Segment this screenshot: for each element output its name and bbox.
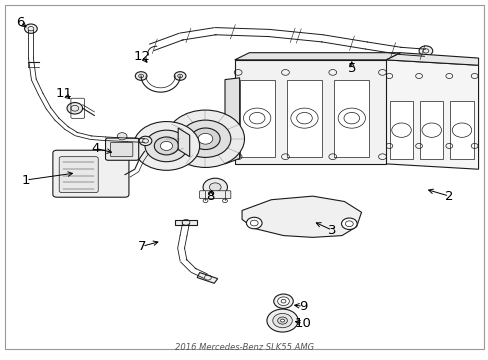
Circle shape xyxy=(246,217,262,229)
Polygon shape xyxy=(234,60,385,164)
Circle shape xyxy=(180,120,230,157)
Circle shape xyxy=(418,46,432,56)
Text: 2: 2 xyxy=(444,190,452,203)
Circle shape xyxy=(198,134,212,144)
Circle shape xyxy=(67,103,82,114)
Polygon shape xyxy=(242,196,361,237)
Circle shape xyxy=(266,309,298,332)
Polygon shape xyxy=(419,101,443,159)
FancyBboxPatch shape xyxy=(59,157,98,193)
Circle shape xyxy=(277,297,289,306)
Polygon shape xyxy=(385,53,478,65)
Circle shape xyxy=(154,137,178,155)
Circle shape xyxy=(135,72,147,80)
Polygon shape xyxy=(234,53,400,60)
Text: 8: 8 xyxy=(206,190,214,203)
Text: 1: 1 xyxy=(22,174,30,186)
Polygon shape xyxy=(224,78,239,164)
Polygon shape xyxy=(239,80,274,157)
Text: 3: 3 xyxy=(327,224,336,237)
Circle shape xyxy=(160,141,172,150)
Text: 10: 10 xyxy=(294,317,311,330)
Text: 6: 6 xyxy=(16,16,24,29)
Polygon shape xyxy=(175,220,196,225)
Circle shape xyxy=(277,317,287,324)
Polygon shape xyxy=(385,60,478,169)
Text: 5: 5 xyxy=(347,62,355,75)
Polygon shape xyxy=(389,101,412,159)
Polygon shape xyxy=(449,101,473,159)
Circle shape xyxy=(117,133,127,140)
Circle shape xyxy=(272,314,292,328)
Polygon shape xyxy=(333,80,368,157)
Circle shape xyxy=(174,72,185,80)
Text: 7: 7 xyxy=(138,240,146,253)
Circle shape xyxy=(24,24,37,33)
Text: 9: 9 xyxy=(298,300,306,313)
Circle shape xyxy=(341,218,356,229)
FancyBboxPatch shape xyxy=(53,150,129,197)
Circle shape xyxy=(190,128,220,149)
FancyBboxPatch shape xyxy=(199,191,230,199)
FancyBboxPatch shape xyxy=(110,142,133,157)
Text: 4: 4 xyxy=(91,142,100,155)
Circle shape xyxy=(209,183,221,192)
Circle shape xyxy=(280,319,284,322)
Circle shape xyxy=(133,122,199,170)
Circle shape xyxy=(145,130,187,162)
Text: 2016 Mercedes-Benz SLK55 AMG: 2016 Mercedes-Benz SLK55 AMG xyxy=(175,343,313,352)
FancyBboxPatch shape xyxy=(105,138,139,160)
Circle shape xyxy=(203,178,227,196)
Circle shape xyxy=(139,136,152,145)
Text: 11: 11 xyxy=(56,87,72,100)
Text: 12: 12 xyxy=(133,50,150,63)
Polygon shape xyxy=(197,273,217,283)
Circle shape xyxy=(273,294,293,309)
Polygon shape xyxy=(286,80,322,157)
Polygon shape xyxy=(178,128,189,157)
Circle shape xyxy=(166,110,244,167)
